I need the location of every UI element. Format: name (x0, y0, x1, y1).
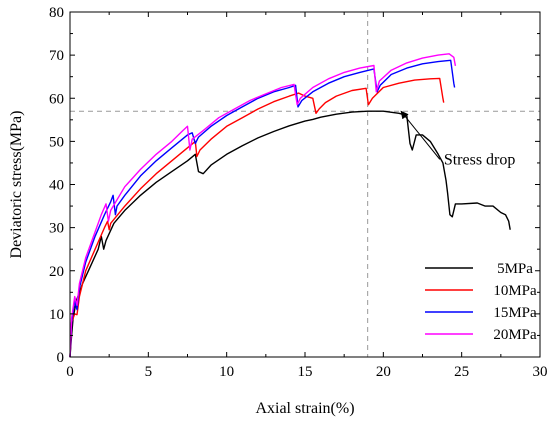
y-tick-label: 10 (49, 307, 64, 323)
x-tick-label: 10 (219, 364, 234, 380)
y-tick-label: 0 (57, 350, 65, 366)
x-tick-label: 30 (533, 364, 548, 380)
series-line-15mpa (69, 59, 456, 358)
series-lines (69, 53, 511, 358)
stress-drop-arrow (400, 110, 441, 160)
x-tick-label: 0 (66, 364, 74, 380)
y-tick-label: 70 (49, 48, 64, 64)
x-tick-label: 15 (298, 364, 313, 380)
y-axis-title: Deviatoric stress(MPa) (8, 111, 25, 259)
legend-label-20mpa: 20MPa (493, 327, 537, 343)
legend: 5MPa 10MPa 15MPa 20MPa (425, 261, 537, 343)
series-line-20mpa (69, 53, 457, 358)
x-tick-label: 20 (376, 364, 391, 380)
x-tick-label: 25 (454, 364, 469, 380)
y-tick-label: 20 (49, 264, 64, 280)
series-line-5mpa (69, 110, 511, 358)
reference-lines (70, 12, 540, 357)
x-axis-title: Axial strain(%) (255, 400, 354, 417)
legend-label-10mpa: 10MPa (493, 283, 537, 299)
y-tick-label: 50 (49, 134, 64, 150)
x-tick-label: 5 (145, 364, 153, 380)
annotation: Stress drop (400, 110, 516, 168)
legend-label-15mpa: 15MPa (493, 305, 537, 321)
y-tick-label: 40 (49, 178, 64, 194)
y-tick-label: 60 (49, 91, 64, 107)
series-line-10mpa (69, 77, 445, 358)
y-tick-label: 30 (49, 221, 64, 237)
stress-drop-label: Stress drop (444, 151, 516, 168)
legend-label-5mpa: 5MPa (497, 261, 533, 277)
plot-frame (69, 11, 541, 358)
y-tick-label: 80 (49, 5, 64, 21)
axis-ticks: 0 5 10 15 20 25 30 0 10 20 30 40 50 60 70 80 (49, 5, 548, 380)
